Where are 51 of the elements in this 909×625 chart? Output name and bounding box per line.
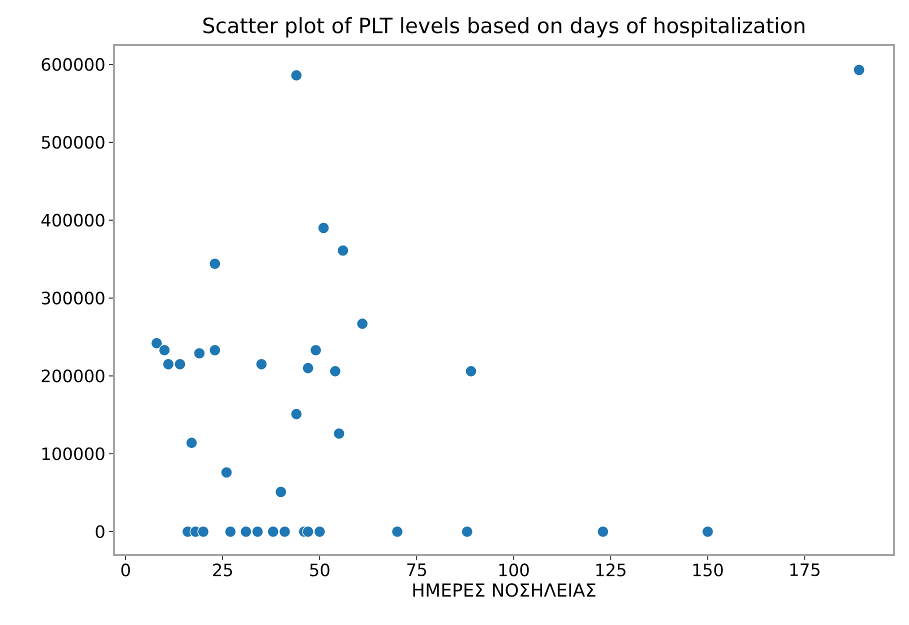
point <box>318 222 330 234</box>
point <box>290 408 302 420</box>
point <box>702 526 714 538</box>
point <box>356 318 368 330</box>
point <box>391 526 404 538</box>
point <box>853 64 865 76</box>
point <box>290 70 302 82</box>
point <box>209 258 221 270</box>
x-tick-label: 150 <box>693 564 723 576</box>
y-tick-label: 100000 <box>42 447 104 460</box>
y-tick-label: 500000 <box>42 136 104 149</box>
point <box>197 526 210 538</box>
point <box>186 437 198 449</box>
x-tick-label: 50 <box>310 564 330 576</box>
point <box>150 337 162 350</box>
point <box>302 362 314 374</box>
y-tick-label: 600000 <box>42 58 104 71</box>
y-tick-label: 400000 <box>41 214 104 227</box>
point <box>256 358 268 370</box>
x-tick-label: 0 <box>121 564 130 576</box>
point <box>174 358 186 370</box>
point <box>461 526 473 538</box>
point <box>252 526 264 538</box>
x-axis-title: ΗΜΕΡΕΣ ΝΟΣΗΛΕΙΑΣ <box>413 583 596 597</box>
x-tick-label: 75 <box>407 564 426 576</box>
y-tick-label: 300000 <box>42 292 104 304</box>
point <box>329 365 341 378</box>
point <box>337 244 349 256</box>
point <box>220 466 232 478</box>
point <box>278 526 291 538</box>
y-tick-label: 200000 <box>42 369 104 382</box>
point <box>162 358 174 370</box>
point <box>302 526 314 538</box>
y-tick-label: 0 <box>96 525 104 538</box>
point <box>465 365 477 378</box>
point <box>314 526 326 538</box>
point <box>158 344 170 356</box>
point <box>333 428 345 440</box>
chart-title: Scatter plot of PLT levels based on days of hospitalization <box>203 17 804 38</box>
point <box>194 348 206 360</box>
point <box>209 344 221 356</box>
point <box>597 526 609 538</box>
point <box>275 486 287 498</box>
point <box>224 526 236 538</box>
point <box>267 526 279 538</box>
point <box>310 344 322 356</box>
point <box>240 526 252 538</box>
x-tick-label: 25 <box>213 564 232 576</box>
x-tick-label: 175 <box>790 564 820 576</box>
x-tick-label: 125 <box>596 564 626 576</box>
x-tick-label: 100 <box>499 564 529 576</box>
